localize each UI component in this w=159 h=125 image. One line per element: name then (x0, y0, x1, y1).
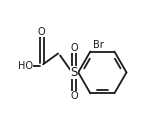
Text: S: S (70, 66, 78, 79)
Text: O: O (70, 43, 78, 53)
Text: Br: Br (93, 40, 104, 50)
Text: O: O (38, 27, 46, 37)
Text: O: O (70, 92, 78, 102)
Text: HO: HO (18, 61, 33, 71)
